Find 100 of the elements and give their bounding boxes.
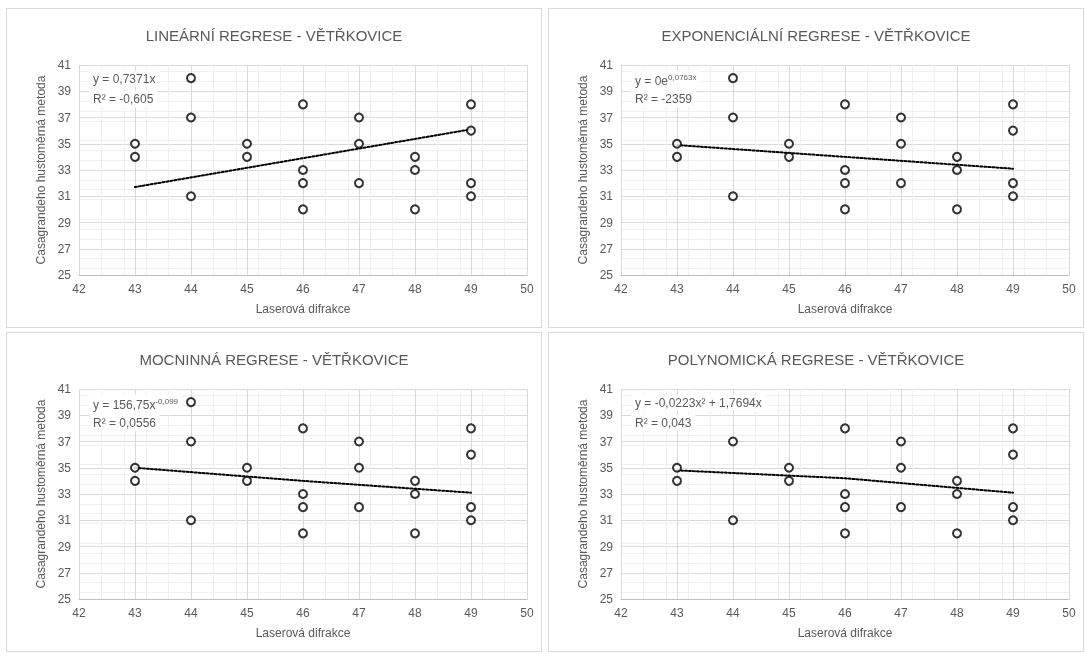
point — [298, 99, 308, 110]
x-tick-label: 44 — [726, 606, 740, 620]
point — [242, 475, 252, 486]
y-tick-label: 29 — [57, 215, 72, 230]
annotation: y = -0,0223x² + 1,7694x — [635, 396, 762, 410]
annotation: R² = -0,605 — [93, 92, 154, 106]
point — [896, 462, 906, 473]
point — [840, 502, 850, 513]
y-tick-label: 31 — [599, 513, 614, 528]
x-tick-label: 50 — [520, 282, 534, 296]
point — [728, 73, 738, 84]
point — [1008, 99, 1018, 110]
point — [466, 423, 476, 434]
annotation: R² = 0,0556 — [93, 416, 157, 430]
point — [784, 475, 794, 486]
x-tick-label: 46 — [838, 282, 852, 296]
x-tick-label: 49 — [464, 282, 478, 296]
point — [298, 528, 308, 539]
y-axis-title: Casagrandeho hustoměrná metoda — [575, 75, 590, 265]
y-axis-title: Casagrandeho hustoměrná metoda — [575, 399, 590, 589]
y-tick-label: 27 — [599, 241, 614, 256]
point — [952, 204, 962, 215]
point — [840, 178, 850, 189]
x-tick-label: 47 — [894, 282, 908, 296]
point — [354, 436, 364, 447]
point — [354, 178, 364, 189]
point — [1008, 515, 1018, 526]
point — [186, 515, 196, 526]
y-tick-label: 41 — [599, 58, 614, 72]
y-tick-label: 39 — [599, 84, 614, 99]
x-tick-label: 47 — [352, 606, 366, 620]
point — [354, 502, 364, 513]
x-tick-label: 48 — [950, 282, 964, 296]
annotation: R² = 0,043 — [635, 416, 692, 430]
point — [784, 151, 794, 162]
y-tick-label: 37 — [599, 434, 614, 449]
point — [672, 138, 682, 149]
point — [298, 489, 308, 499]
point — [952, 165, 962, 175]
point — [672, 151, 682, 162]
x-tick-label: 47 — [352, 282, 366, 296]
y-axis-title: Casagrandeho hustoměrná metoda — [33, 399, 48, 589]
point — [1008, 449, 1018, 460]
point — [354, 138, 364, 149]
annotation: R² = -2359 — [635, 92, 693, 106]
point — [298, 178, 308, 189]
y-tick-label: 25 — [57, 592, 72, 606]
x-axis-title: Laserová difrakce — [797, 626, 893, 640]
y-tick-label: 29 — [599, 215, 614, 230]
point — [1008, 178, 1018, 189]
y-tick-label: 31 — [57, 513, 72, 528]
y-tick-label: 25 — [599, 592, 614, 606]
point — [784, 462, 794, 473]
chart-title: EXPONENCIÁLNÍ REGRESE - VĚTŘKOVICE — [661, 27, 971, 44]
y-tick-label: 41 — [57, 58, 72, 72]
y-tick-label: 35 — [599, 460, 614, 475]
y-tick-label: 33 — [599, 487, 614, 501]
point — [186, 112, 196, 123]
point — [354, 462, 364, 473]
point — [410, 204, 420, 215]
point — [896, 138, 906, 149]
point — [466, 99, 476, 110]
point — [298, 204, 308, 215]
x-tick-label: 47 — [894, 606, 908, 620]
y-tick-label: 31 — [599, 189, 614, 204]
x-tick-label: 42 — [72, 606, 86, 620]
point — [896, 502, 906, 513]
point — [130, 475, 140, 486]
y-tick-label: 25 — [599, 268, 614, 282]
point — [130, 138, 140, 149]
x-tick-label: 42 — [614, 282, 628, 296]
point — [840, 423, 850, 434]
x-tick-label: 43 — [670, 606, 684, 620]
y-tick-label: 29 — [599, 539, 614, 554]
point — [466, 178, 476, 189]
point — [466, 125, 476, 136]
y-tick-label: 33 — [599, 163, 614, 177]
point — [410, 151, 420, 162]
point — [410, 528, 420, 539]
point — [952, 151, 962, 162]
point — [840, 99, 850, 110]
chart-title: LINEÁRNÍ REGRESE - VĚTŘKOVICE — [145, 27, 403, 44]
y-tick-label: 37 — [57, 434, 72, 449]
annotation: y = 0,7371x — [93, 72, 156, 86]
point — [186, 436, 196, 447]
x-tick-label: 49 — [1006, 606, 1020, 620]
x-tick-label: 46 — [296, 282, 310, 296]
point — [840, 528, 850, 539]
point — [354, 112, 364, 123]
point — [186, 191, 196, 202]
y-tick-label: 41 — [57, 382, 72, 396]
y-tick-label: 29 — [57, 539, 72, 554]
point — [298, 165, 308, 175]
point — [466, 449, 476, 460]
point — [1008, 423, 1018, 434]
x-axis-title: Laserová difrakce — [255, 302, 351, 316]
y-tick-label: 41 — [599, 382, 614, 396]
x-tick-label: 42 — [614, 606, 628, 620]
point — [130, 151, 140, 162]
point — [840, 165, 850, 175]
